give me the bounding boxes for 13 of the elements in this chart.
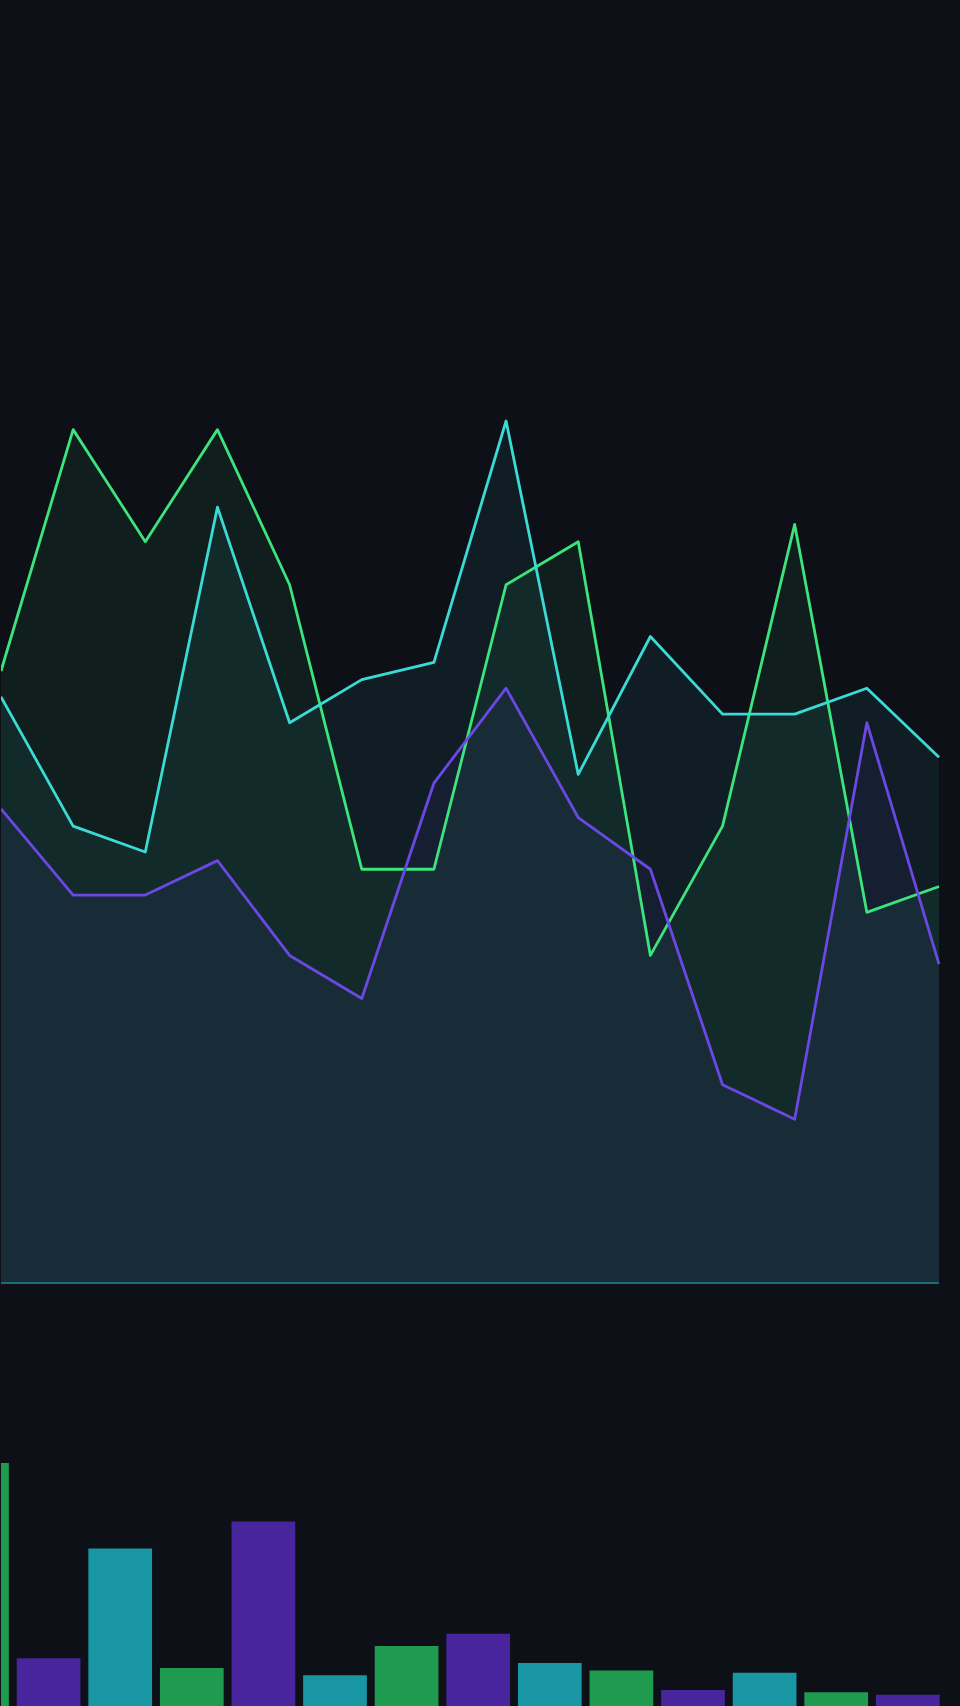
- bar: [589, 1670, 654, 1706]
- bar: [88, 1548, 153, 1706]
- bar: [374, 1646, 439, 1706]
- bar: [16, 1658, 81, 1706]
- bar: [231, 1521, 296, 1706]
- bar: [661, 1689, 725, 1706]
- bar: [446, 1633, 511, 1706]
- bar: [732, 1672, 797, 1706]
- bar: [159, 1667, 224, 1706]
- bar: [804, 1692, 869, 1706]
- bar: [303, 1675, 367, 1706]
- bar: [875, 1694, 940, 1706]
- bar: [517, 1663, 582, 1706]
